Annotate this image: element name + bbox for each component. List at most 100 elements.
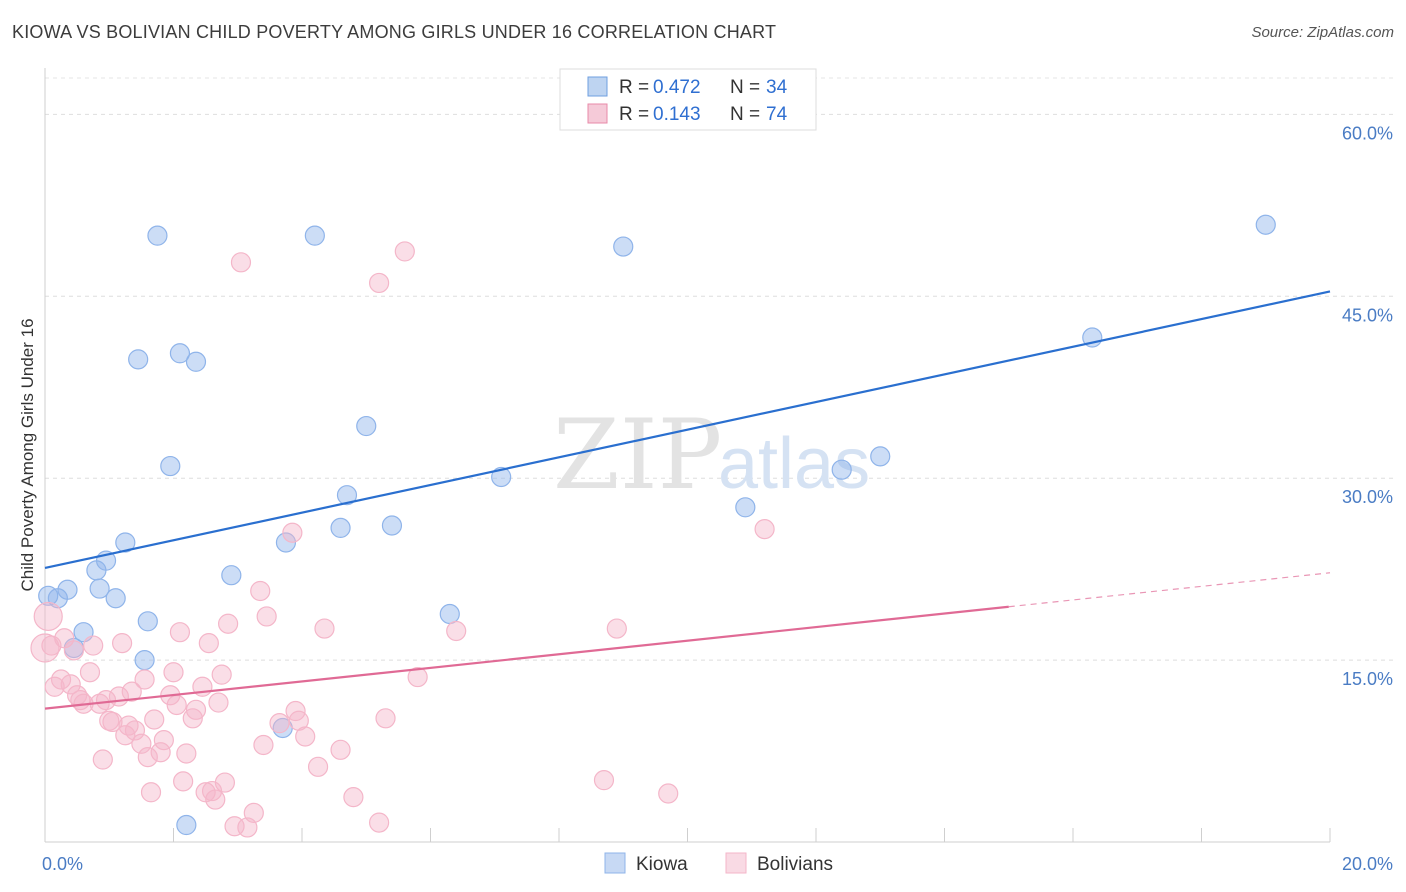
- x-tick-label: 0.0%: [42, 854, 83, 874]
- y-tick-label: 45.0%: [1342, 305, 1393, 325]
- point-bolivians: [169, 622, 191, 643]
- point-bolivians: [33, 601, 63, 632]
- legend-n-label: N =: [730, 77, 760, 98]
- watermark: ZIP atlas: [553, 399, 870, 511]
- point-bolivians: [218, 613, 239, 634]
- point-bolivians: [176, 743, 197, 764]
- point-bolivians: [124, 720, 146, 741]
- point-bolivians: [269, 713, 290, 734]
- legend-r-value: 0.143: [653, 104, 701, 125]
- point-bolivians: [50, 669, 72, 690]
- point-bolivians: [394, 241, 415, 262]
- y-tick-label: 60.0%: [1342, 123, 1393, 143]
- source-credit: Source: ZipAtlas.com: [1251, 24, 1394, 41]
- point-kiowa: [89, 578, 110, 599]
- point-bolivians: [137, 747, 158, 768]
- point-kiowa: [870, 446, 891, 467]
- point-bolivians: [446, 620, 467, 642]
- y-tick-label: 15.0%: [1342, 669, 1393, 689]
- point-kiowa: [128, 349, 149, 370]
- point-kiowa: [169, 343, 191, 364]
- point-bolivians: [163, 662, 184, 683]
- point-bolivians: [658, 783, 679, 804]
- point-bolivians: [79, 662, 101, 683]
- point-kiowa: [1255, 214, 1276, 235]
- point-kiowa: [147, 225, 168, 246]
- point-kiowa: [491, 466, 512, 488]
- point-bolivians: [111, 633, 133, 654]
- point-bolivians: [30, 633, 60, 663]
- point-bolivians: [282, 522, 303, 543]
- point-bolivians: [166, 694, 187, 716]
- point-bolivians: [256, 606, 277, 627]
- point-bolivians: [198, 633, 219, 654]
- point-bolivians: [211, 664, 232, 685]
- point-kiowa: [115, 532, 136, 553]
- point-bolivians: [253, 734, 274, 756]
- point-bolivians: [375, 708, 396, 729]
- chart-title: KIOWA VS BOLIVIAN CHILD POVERTY AMONG GI…: [12, 22, 777, 42]
- trend-line-kiowa: [44, 290, 1331, 570]
- point-kiowa: [336, 485, 358, 506]
- legend-n-value: 34: [766, 77, 788, 98]
- legend-n-value: 74: [766, 104, 788, 125]
- bottom-legend-label: Kiowa: [636, 854, 688, 875]
- point-bolivians: [230, 252, 252, 273]
- watermark-atlas: atlas: [718, 424, 870, 504]
- point-bolivians: [185, 699, 207, 720]
- point-kiowa: [304, 225, 325, 246]
- point-bolivians: [250, 580, 271, 602]
- point-bolivians: [205, 789, 226, 810]
- legend-r-label: R =: [619, 104, 649, 125]
- point-kiowa: [275, 532, 297, 553]
- legend-swatch: [587, 76, 608, 97]
- point-bolivians: [343, 787, 364, 808]
- point-kiowa: [160, 455, 181, 477]
- point-kiowa: [57, 579, 78, 600]
- point-bolivians: [243, 802, 264, 823]
- point-kiowa: [105, 588, 126, 609]
- point-bolivians: [173, 771, 194, 792]
- point-kiowa: [356, 415, 377, 437]
- point-bolivians: [83, 635, 104, 656]
- point-kiowa: [134, 649, 155, 671]
- trend-line-bolivians: [44, 605, 1009, 710]
- point-kiowa: [185, 351, 207, 372]
- point-kiowa: [613, 236, 634, 257]
- point-bolivians: [150, 742, 171, 763]
- y-tick-labels: 15.0% 30.0% 45.0% 60.0%: [1342, 123, 1393, 689]
- point-bolivians: [593, 770, 615, 791]
- legend-n-label: N =: [730, 104, 760, 125]
- legend-swatch: [587, 103, 608, 124]
- point-bolivians: [330, 739, 351, 760]
- point-bolivians: [295, 726, 316, 747]
- point-bolivians: [102, 711, 123, 733]
- legend-r-label: R =: [619, 77, 649, 98]
- point-kiowa: [831, 459, 852, 480]
- data-points: [30, 214, 1276, 838]
- point-bolivians: [606, 618, 627, 639]
- y-axis-label: Child Poverty Among Girls Under 16: [18, 318, 37, 591]
- point-kiowa: [176, 814, 197, 836]
- bottom-legend-swatch: [604, 852, 626, 874]
- point-kiowa: [381, 515, 403, 536]
- point-bolivians: [60, 674, 81, 695]
- point-bolivians: [134, 669, 155, 690]
- point-kiowa: [439, 603, 460, 625]
- point-bolivians: [754, 519, 775, 540]
- legend: R = 0.472 N = 34 R = 0.143 N = 74: [559, 68, 817, 131]
- point-kiowa: [221, 565, 242, 586]
- point-kiowa: [330, 517, 351, 539]
- point-bolivians: [92, 749, 113, 770]
- y-tick-label: 30.0%: [1342, 487, 1393, 507]
- point-bolivians: [314, 618, 335, 639]
- bottom-legend-label: Bolivians: [757, 854, 833, 875]
- trend-lines: [44, 290, 1331, 710]
- point-bolivians: [131, 733, 152, 754]
- point-bolivians: [369, 812, 390, 833]
- grid-lines: [45, 77, 1395, 661]
- bottom-legend: Kiowa Bolivians: [604, 852, 833, 875]
- point-bolivians: [153, 730, 174, 751]
- point-bolivians: [407, 666, 428, 688]
